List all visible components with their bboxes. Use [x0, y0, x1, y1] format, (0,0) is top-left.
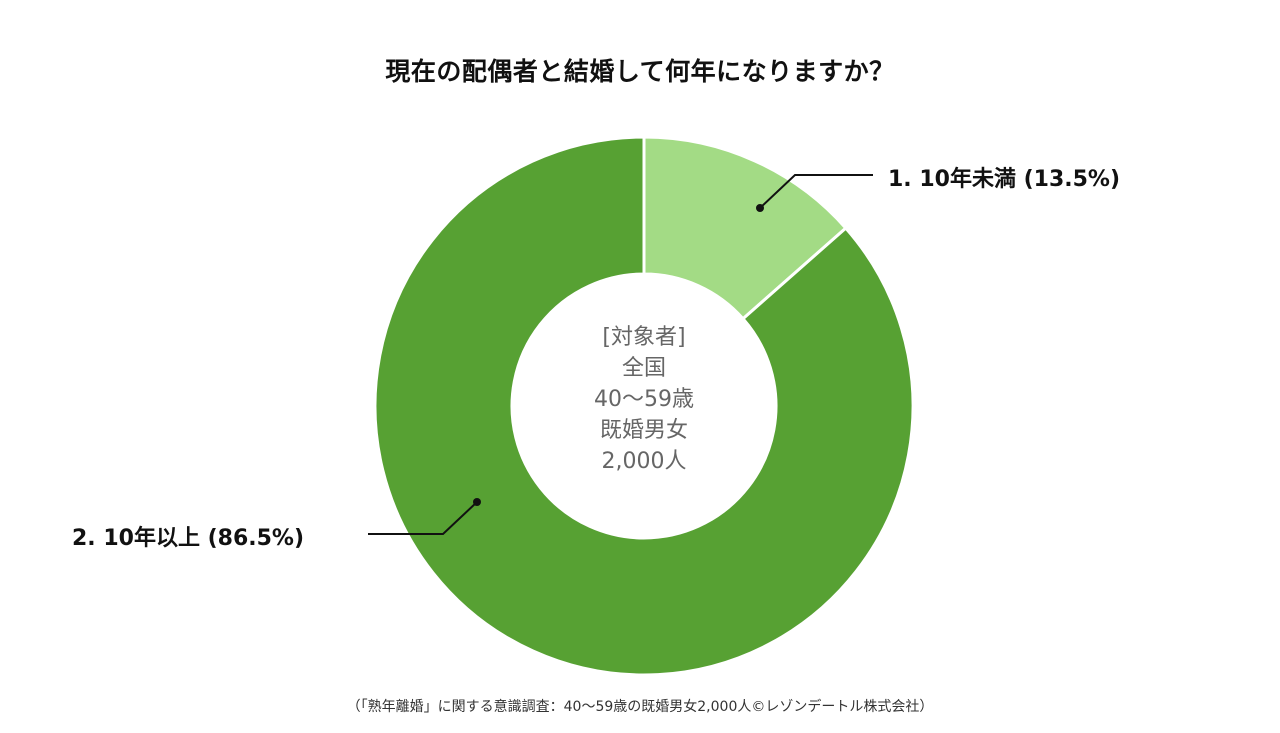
center-line-group: 既婚男女 — [599, 418, 688, 443]
slice-label-over-10-years: 2. 10年以上 (86.5%) — [72, 526, 305, 551]
leader-line-slice-2 — [368, 498, 481, 535]
donut-center-text: [対象者] 全国 40～59歳 既婚男女 2,000人 — [544, 322, 744, 477]
donut-slices — [373, 135, 915, 677]
chart-title: 現在の配偶者と結婚して何年になりますか？ — [385, 57, 895, 86]
center-line-target: [対象者] — [602, 325, 686, 350]
slice-label-under-10-years: 1. 10年未満 (13.5%) — [888, 167, 1121, 192]
center-line-age: 40～59歳 — [594, 387, 694, 412]
donut-slice-2 — [373, 135, 915, 677]
center-line-region: 全国 — [621, 356, 666, 381]
donut-slice-1 — [642, 135, 848, 321]
source-note: （「熟年離婚」に関する意識調査：40～59歳の既婚男女2,000人©レゾンデート… — [346, 699, 934, 715]
leader-line-slice-1 — [756, 174, 873, 212]
center-line-count: 2,000人 — [601, 449, 687, 474]
